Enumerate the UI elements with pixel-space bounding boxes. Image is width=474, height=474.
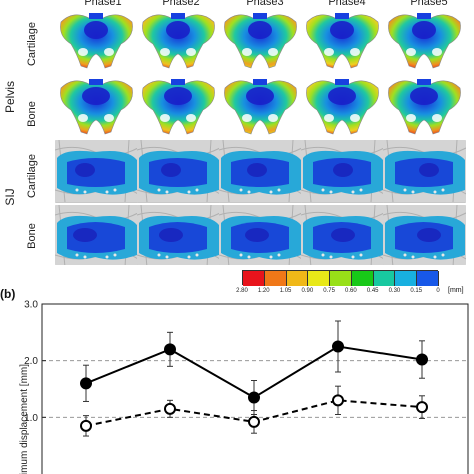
colorbar-tick-label: 1.05 [279,288,292,294]
colorbar-tick-label: 0.90 [301,288,314,294]
colorbar-tick-label: 0.15 [410,288,423,294]
colorbar-tick-label: 1.20 [257,288,270,294]
pelvis-bone-phase2-image [137,74,220,138]
colorbar-segment [308,271,331,286]
colorbar-segment [395,271,418,286]
colorbar-unit: [mm] [448,287,464,294]
y-tick-label: 3.0 [24,300,38,311]
phase-header-2: Phase2 [162,0,200,8]
row-label-pelvis-cartilage: Cartilage [26,21,38,67]
sij-bone-phase3-image [219,205,302,265]
series-2-point [416,401,428,414]
sij-cartilage-phase3-image [219,140,302,203]
series-2-point [332,394,344,407]
phase-header-5: Phase5 [410,0,448,8]
colorbar-tick-label: 0.45 [366,288,379,294]
colorbar-segment [373,271,396,286]
series-1-point [416,353,428,366]
y-axis-label: Maximum displacement [mm] [19,364,30,474]
phase-header-4: Phase4 [328,0,366,8]
pelvis-cartilage-phase2-image [137,8,220,72]
sij-cartilage-phase2-image [137,140,220,203]
colorbar-tick-label: 0.75 [323,288,335,294]
series-2-point [248,415,260,428]
colorbar-segment [264,271,287,286]
sij-bone-phase2-image [137,205,220,265]
group-label-pelvis: Pelvis [3,81,17,114]
phase-header-1: Phase1 [84,0,122,8]
pelvis-bone-phase3-image [219,74,302,138]
colorbar-tick-label: 2.80 [236,288,248,294]
pelvis-cartilage-phase3-image [219,8,302,72]
displacement-chart: 1.0 2.0 3.0 Maximum displacement [mm] [19,300,469,474]
colorbar-segment [243,271,265,286]
colorbar-segment [417,271,439,286]
pelvis-cartilage-phase1-image [55,8,138,72]
pelvis-cartilage-phase4-image [301,8,384,72]
series-2-point [164,402,176,415]
series-1-point [80,377,92,390]
y-tick-label: 1.0 [24,413,38,424]
series-1-point [164,343,176,356]
plot-frame [41,303,469,474]
sij-bone-phase5-image [383,205,466,265]
sij-cartilage-phase5-image [383,140,466,203]
series-2-point [80,419,92,432]
row-label-sij-bone: Bone [26,223,38,249]
series-1-point [332,340,344,353]
group-label-sij: SIJ [3,188,17,206]
sij-bone-phase1-image [55,205,138,265]
pelvis-bone-phase5-image [383,74,466,138]
colorbar-tick-label: 0.30 [388,288,401,294]
colorbar-tick-label: 0 [436,288,440,294]
sij-bone-phase4-image [301,205,384,265]
sij-cartilage-phase1-image [55,140,138,203]
pelvis-bone-phase1-image [55,74,138,138]
colorbar-segment [286,271,309,286]
panel-label-b: (b) [0,287,16,301]
colorbar-segment [351,271,374,286]
y-tick-label: 2.0 [24,356,38,367]
pelvis-cartilage-phase5-image [383,8,466,72]
colorbar [242,270,439,286]
phase-header-3: Phase3 [246,0,284,8]
series-1-point [248,391,260,404]
colorbar-segment [330,271,352,286]
pelvis-bone-phase4-image [301,74,384,138]
sij-cartilage-phase4-image [301,140,384,203]
colorbar-tick-label: 0.60 [345,288,357,294]
